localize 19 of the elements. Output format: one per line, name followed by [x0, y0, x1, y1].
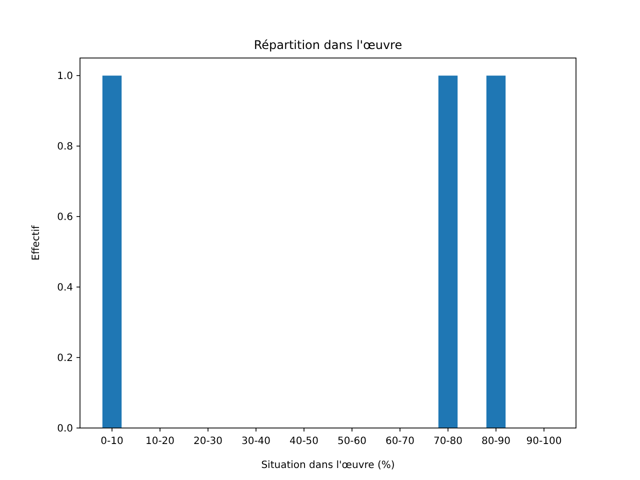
y-tick-label: 0.4 — [57, 282, 73, 294]
x-tick-label: 40-50 — [289, 436, 319, 447]
x-axis-title: Situation dans l'œuvre (%) — [261, 460, 395, 471]
y-axis-title: Effectif — [31, 224, 42, 261]
y-tick-label: 0.6 — [57, 212, 73, 224]
x-tick-label: 80-90 — [481, 436, 511, 447]
x-tick-label: 10-20 — [145, 436, 175, 447]
x-tick-label: 30-40 — [241, 436, 271, 447]
x-tick-label: 90-100 — [526, 436, 562, 447]
y-tick-label: 0.2 — [57, 353, 73, 364]
x-tick-label: 50-60 — [337, 436, 367, 447]
x-tick-label: 20-30 — [193, 436, 223, 447]
y-tick-label: 0.0 — [57, 424, 73, 434]
y-tick-label: 0.8 — [57, 142, 73, 153]
x-tick-label: 60-70 — [385, 436, 415, 447]
y-tick-label: 1.0 — [57, 71, 73, 82]
x-tick-label: 0-10 — [100, 436, 124, 447]
x-tick-label: 70-80 — [433, 436, 463, 447]
chart-title: Répartition dans l'œuvre — [254, 38, 402, 52]
